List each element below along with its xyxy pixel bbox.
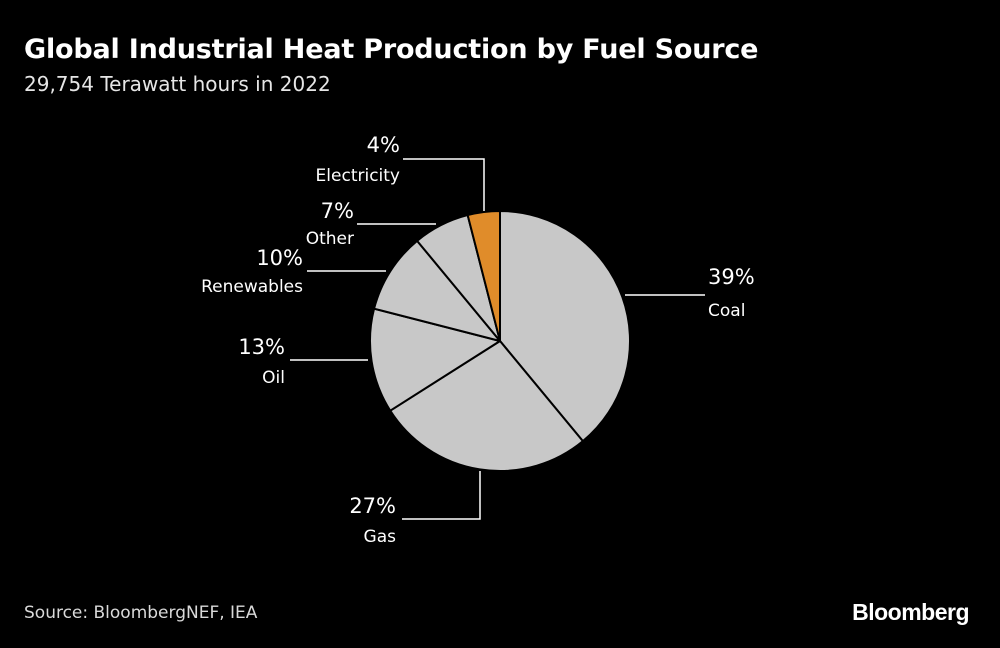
pie-slice-coal — [499, 210, 631, 443]
chart-title: Global Industrial Heat Production by Fue… — [24, 34, 759, 65]
pct-label-gas: 27% — [349, 494, 396, 518]
chart-subtitle: 29,754 Terawatt hours in 2022 — [24, 72, 331, 96]
category-label-renewables: Renewables — [201, 277, 303, 297]
pct-label-coal: 39% — [708, 265, 755, 289]
pct-label-other: 7% — [321, 199, 354, 223]
category-label-coal: Coal — [708, 301, 745, 321]
pct-label-renewables: 10% — [256, 246, 303, 270]
pie-slice-renewables — [373, 239, 501, 342]
bloomberg-logo: Bloomberg — [852, 599, 969, 625]
leader-lines — [290, 158, 705, 520]
leader-line-electricity — [403, 158, 485, 211]
category-label-oil: Oil — [262, 368, 285, 388]
pie-slice-electricity — [466, 209, 501, 342]
category-label-electricity: Electricity — [316, 166, 400, 186]
slice-labels: 39% Coal 27% Gas 13% Oil 10% Renewables 7% Other 4… — [201, 133, 755, 547]
pct-label-electricity: 4% — [367, 133, 400, 157]
pie-slice-gas — [389, 340, 584, 472]
leader-line-gas — [402, 471, 481, 520]
category-label-other: Other — [306, 229, 354, 249]
source-note: Source: BloombergNEF, IEA — [24, 603, 258, 623]
pct-label-oil: 13% — [238, 335, 285, 359]
pie-slice-oil — [369, 307, 501, 412]
category-label-gas: Gas — [364, 527, 397, 547]
pie-slices — [369, 209, 631, 472]
